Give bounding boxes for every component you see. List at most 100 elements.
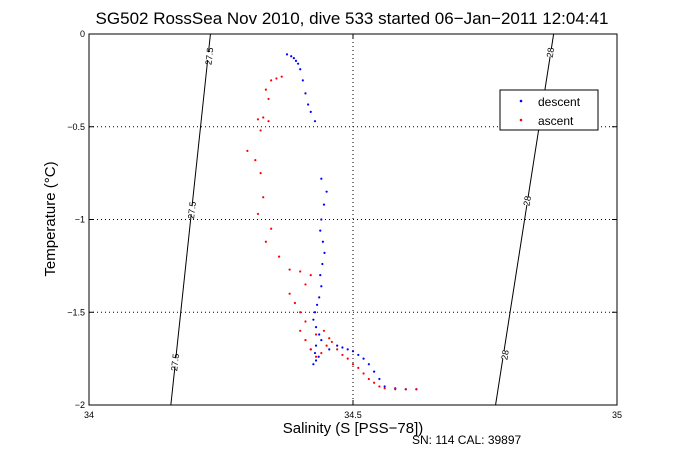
contour-label-bg (181, 205, 203, 216)
y-tick-label: −0.5 (67, 122, 85, 132)
descent-point (315, 303, 319, 306)
ascent-point (259, 172, 262, 175)
descent-point (325, 190, 328, 193)
descent-point (314, 325, 318, 329)
descent-point (373, 370, 376, 373)
ascent-point (314, 333, 318, 336)
ascent-point (264, 88, 267, 91)
contour-label-bg (539, 47, 561, 59)
x-tick-label: 34 (84, 410, 94, 420)
ascent-point (267, 120, 270, 123)
descent-point (362, 357, 365, 360)
ascent-point (270, 79, 273, 82)
x-tick-label: 34.5 (344, 410, 362, 420)
x-axis-label: Salinity (S [PSS−78]) (283, 420, 423, 437)
descent-point (307, 103, 310, 106)
descent-point (304, 92, 307, 95)
ascent-point (304, 320, 307, 323)
descent-point (320, 338, 323, 342)
y-tick-label: −1.5 (67, 307, 85, 317)
ascent-point (404, 388, 407, 391)
descent-point (321, 240, 325, 243)
ascent-point (341, 353, 344, 357)
descent-point (292, 57, 295, 60)
data-series (246, 53, 418, 391)
ascent-point (254, 159, 257, 162)
descent-point (320, 177, 323, 180)
ascent-point (394, 388, 397, 391)
ascent-point (304, 338, 307, 342)
descent-point (383, 385, 386, 388)
contour-label-bg (199, 51, 220, 62)
descent-point (314, 359, 318, 362)
ascent-point (415, 388, 418, 391)
descent-point (294, 59, 298, 62)
legend-label-descent: descent (538, 95, 581, 109)
ascent-point (246, 149, 249, 152)
ascent-point (256, 212, 260, 216)
descent-point (285, 53, 289, 56)
descent-point (318, 296, 321, 299)
ascent-point (280, 75, 283, 78)
ascent-point (264, 240, 267, 243)
descent-point (320, 285, 323, 288)
descent-point (299, 68, 302, 71)
descent-point (320, 218, 323, 221)
ascent-point (320, 351, 323, 355)
ascent-point (362, 372, 365, 375)
descent-point (351, 350, 355, 353)
ascent-point (262, 116, 265, 119)
contour-label: 28 (545, 47, 556, 58)
descent-point (322, 203, 326, 206)
ascent-point (288, 292, 291, 295)
ascent-point (373, 381, 376, 384)
legend-label-ascent: ascent (538, 114, 574, 128)
ascent-point (270, 227, 273, 230)
descent-point (313, 351, 317, 355)
ascent-point (336, 348, 339, 351)
ascent-point (262, 196, 265, 199)
ascent-point (275, 77, 278, 80)
descent-point (312, 363, 315, 366)
ascent-point (288, 268, 291, 271)
ascent-point (293, 301, 297, 305)
contour-label-bg (516, 195, 538, 207)
contour-label-bg (494, 349, 516, 361)
y-tick-label: −2 (75, 400, 85, 410)
ascent-point (304, 283, 307, 286)
contour-label: 27.5 (169, 353, 181, 371)
ascent-point (299, 311, 302, 314)
descent-point (312, 318, 315, 321)
axes: 34 34.5 35 0 −0.5 −1 −1.5 −2 (67, 29, 622, 420)
descent-point (314, 344, 318, 347)
descent-point (309, 110, 312, 114)
descent-point (317, 355, 320, 358)
density-contours: 27.5 27.5 27.5 28 28 28 (164, 33, 561, 406)
ascent-point (309, 348, 312, 351)
descent-point (367, 363, 370, 366)
descent-point (296, 62, 300, 65)
descent-point (319, 274, 322, 277)
ascent-point (357, 366, 360, 369)
descent-point (321, 262, 324, 266)
contour-label-bg (164, 357, 186, 368)
descent-point (341, 346, 344, 349)
ascent-point (325, 344, 328, 347)
y-axis-label: Temperature (°C) (42, 161, 59, 276)
descent-point (313, 311, 317, 314)
ascent-point (299, 270, 302, 273)
series-ascent (246, 75, 418, 391)
serial-calibration-note: SN: 114 CAL: 39897 (412, 433, 522, 447)
ascent-point (383, 387, 386, 390)
legend-box (499, 89, 599, 131)
ascent-point (367, 377, 370, 381)
ascent-point (378, 385, 381, 388)
descent-point (323, 251, 326, 254)
ascent-point (299, 329, 302, 332)
legend-marker-ascent (519, 118, 523, 122)
ascent-point (309, 274, 312, 277)
legend-marker-descent (519, 99, 523, 103)
ascent-point (259, 129, 262, 132)
y-tick-label: −1 (75, 215, 85, 225)
